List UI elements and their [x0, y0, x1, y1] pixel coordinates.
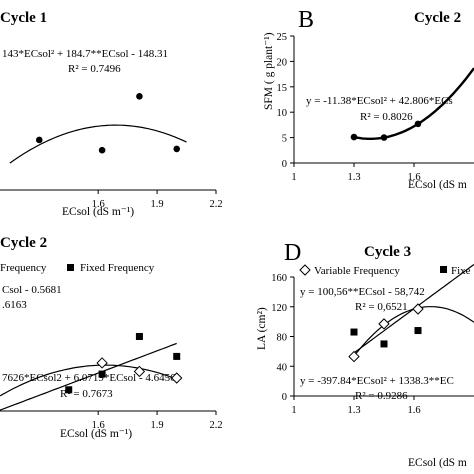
panel-a: Cycle 1 143*ECsol² + 184.7**ECsol - 148.… [0, 10, 223, 218]
panel-c: Cycle 2 Frequency Fixed Frequency Csol -… [0, 235, 223, 440]
panel-a-title: Cycle 1 [0, 10, 47, 26]
x-tick-label: 1.6 [92, 199, 105, 210]
panel-b-title: Cycle 2 [414, 10, 461, 26]
panel-c-square-point [98, 370, 106, 378]
panel-a-data-point [35, 136, 43, 144]
panel-d-legend: Variable Frequency Fixe [299, 264, 471, 277]
panel-d-points [348, 303, 424, 363]
y-tick-label: 10 [277, 108, 288, 119]
panel-d-linear-r2: R² = 0,6521 [355, 301, 408, 313]
panel-c-diamond-point [171, 372, 183, 384]
x-tick-label: 1.6 [407, 405, 420, 416]
panel-d-diamond-point [412, 303, 424, 315]
panel-b: B Cycle 2 0 5 10 15 20 25 1 1.3 1.6 SFM ( g pla… [263, 7, 474, 191]
panel-a-data-point [173, 145, 181, 153]
panel-b-equation: y = -11.38*ECsol² + 42.806*ECs [306, 95, 453, 107]
x-tick-label: 1.9 [151, 420, 164, 431]
panel-d-diamond-point [348, 350, 360, 363]
panel-d-y-ticks: 0 40 80 120 160 [271, 273, 294, 403]
x-tick-label: 2.2 [209, 420, 222, 431]
panel-b-letter: B [298, 7, 314, 33]
x-tick-label: 1.3 [347, 405, 360, 416]
panel-c-legend-fixed: Fixed Frequency [80, 262, 155, 274]
panel-d-title: Cycle 3 [364, 244, 411, 260]
panel-d: D Cycle 3 0 40 80 120 160 1 1.3 1.6 LA (cm²) V… [256, 240, 474, 469]
y-tick-label: 160 [271, 273, 287, 284]
panel-d-x-ticks: 1 1.3 1.6 [291, 396, 421, 416]
panel-d-quadratic-equation: y = -397.84*ECsol² + 1338.3**EC [300, 375, 454, 387]
panel-c-legend: Frequency Fixed Frequency [0, 262, 155, 274]
panel-b-y-ticks: 0 5 10 15 20 25 [277, 32, 294, 170]
panel-c-quadratic-fit [0, 364, 177, 397]
panel-a-points [35, 93, 181, 154]
y-tick-label: 120 [271, 303, 287, 314]
panel-d-square-point [380, 340, 388, 348]
panel-d-legend-diamond-marker [299, 264, 311, 276]
y-tick-label: 0 [282, 159, 287, 170]
panel-c-square-point [173, 352, 181, 360]
panel-d-legend-variable: Variable Frequency [314, 265, 400, 277]
panel-c-legend-frequency: Frequency [0, 262, 47, 274]
y-tick-label: 25 [277, 32, 288, 43]
panel-b-x-label: ECsol (dS m [408, 179, 467, 191]
y-tick-label: 0 [282, 392, 287, 403]
panel-c-x-ticks: 1.6 1.9 2.2 [92, 411, 223, 431]
panel-c-linear-r2: .6163 [2, 299, 27, 311]
panel-a-equation: 143*ECsol² + 184.7**ECsol - 148.31 [2, 48, 168, 60]
x-tick-label: 1.3 [347, 172, 360, 183]
panel-c-title: Cycle 2 [0, 235, 47, 251]
panel-a-x-ticks: 1.6 1.9 2.2 [92, 190, 223, 210]
panel-b-fit-curve [353, 67, 474, 140]
panel-d-diamond-point [378, 318, 390, 330]
panel-c-quadratic-r2: R² = 0.7673 [60, 388, 113, 400]
panel-a-fit-curve [9, 124, 187, 164]
panel-a-data-point [98, 146, 106, 154]
panel-c-linear-fit [0, 342, 177, 411]
panel-d-legend-fixed: Fixe [451, 265, 471, 277]
panel-c-x-label: ECsol (dS m⁻¹) [60, 428, 132, 440]
x-tick-label: 1 [291, 172, 296, 183]
x-tick-label: 1.9 [151, 199, 164, 210]
panel-d-quadratic-fit [353, 306, 474, 357]
panel-d-square-point [350, 328, 358, 336]
panel-d-legend-square-marker [440, 266, 447, 273]
panel-d-y-label: LA (cm²) [256, 307, 268, 350]
panel-c-linear-equation: Csol - 0.5681 [2, 284, 62, 296]
y-tick-label: 20 [277, 57, 288, 68]
panel-b-x-ticks: 1 1.3 1.6 [291, 163, 421, 183]
panel-d-x-label: ECsol (dS m [408, 457, 467, 469]
panel-d-letter: D [284, 240, 301, 266]
panel-d-quadratic-r2: R² = 0.9286 [355, 390, 408, 402]
x-tick-label: 1 [291, 405, 296, 416]
panel-d-square-point [414, 327, 422, 335]
x-tick-label: 2.2 [209, 199, 222, 210]
panel-b-data-point [414, 120, 422, 128]
y-tick-label: 40 [277, 362, 288, 373]
panel-a-r2: R² = 0.7496 [68, 63, 121, 75]
panel-b-y-label: SFM ( g plant⁻¹) [263, 32, 275, 110]
panel-c-legend-square-marker [67, 264, 74, 271]
panel-c-square-point [135, 332, 143, 340]
panel-c-diamond-point [133, 365, 146, 378]
panel-d-linear-equation: y = 100,56**ECsol - 58,742 [300, 286, 425, 298]
panel-c-points [65, 332, 183, 394]
x-tick-label: 1.6 [407, 172, 420, 183]
panel-b-r2: R² = 0.8026 [360, 111, 413, 123]
y-tick-label: 15 [277, 83, 288, 94]
panel-a-x-label: ECsol (dS m⁻¹) [62, 206, 134, 218]
panel-b-data-point [380, 134, 388, 141]
y-tick-label: 80 [277, 333, 288, 344]
x-tick-label: 1.6 [92, 420, 105, 431]
y-tick-label: 5 [282, 134, 287, 145]
panel-c-diamond-point [96, 357, 108, 369]
panel-b-data-point [350, 133, 358, 141]
panel-b-points [350, 120, 422, 141]
panel-a-data-point [136, 93, 143, 100]
panel-c-square-point [65, 386, 73, 394]
